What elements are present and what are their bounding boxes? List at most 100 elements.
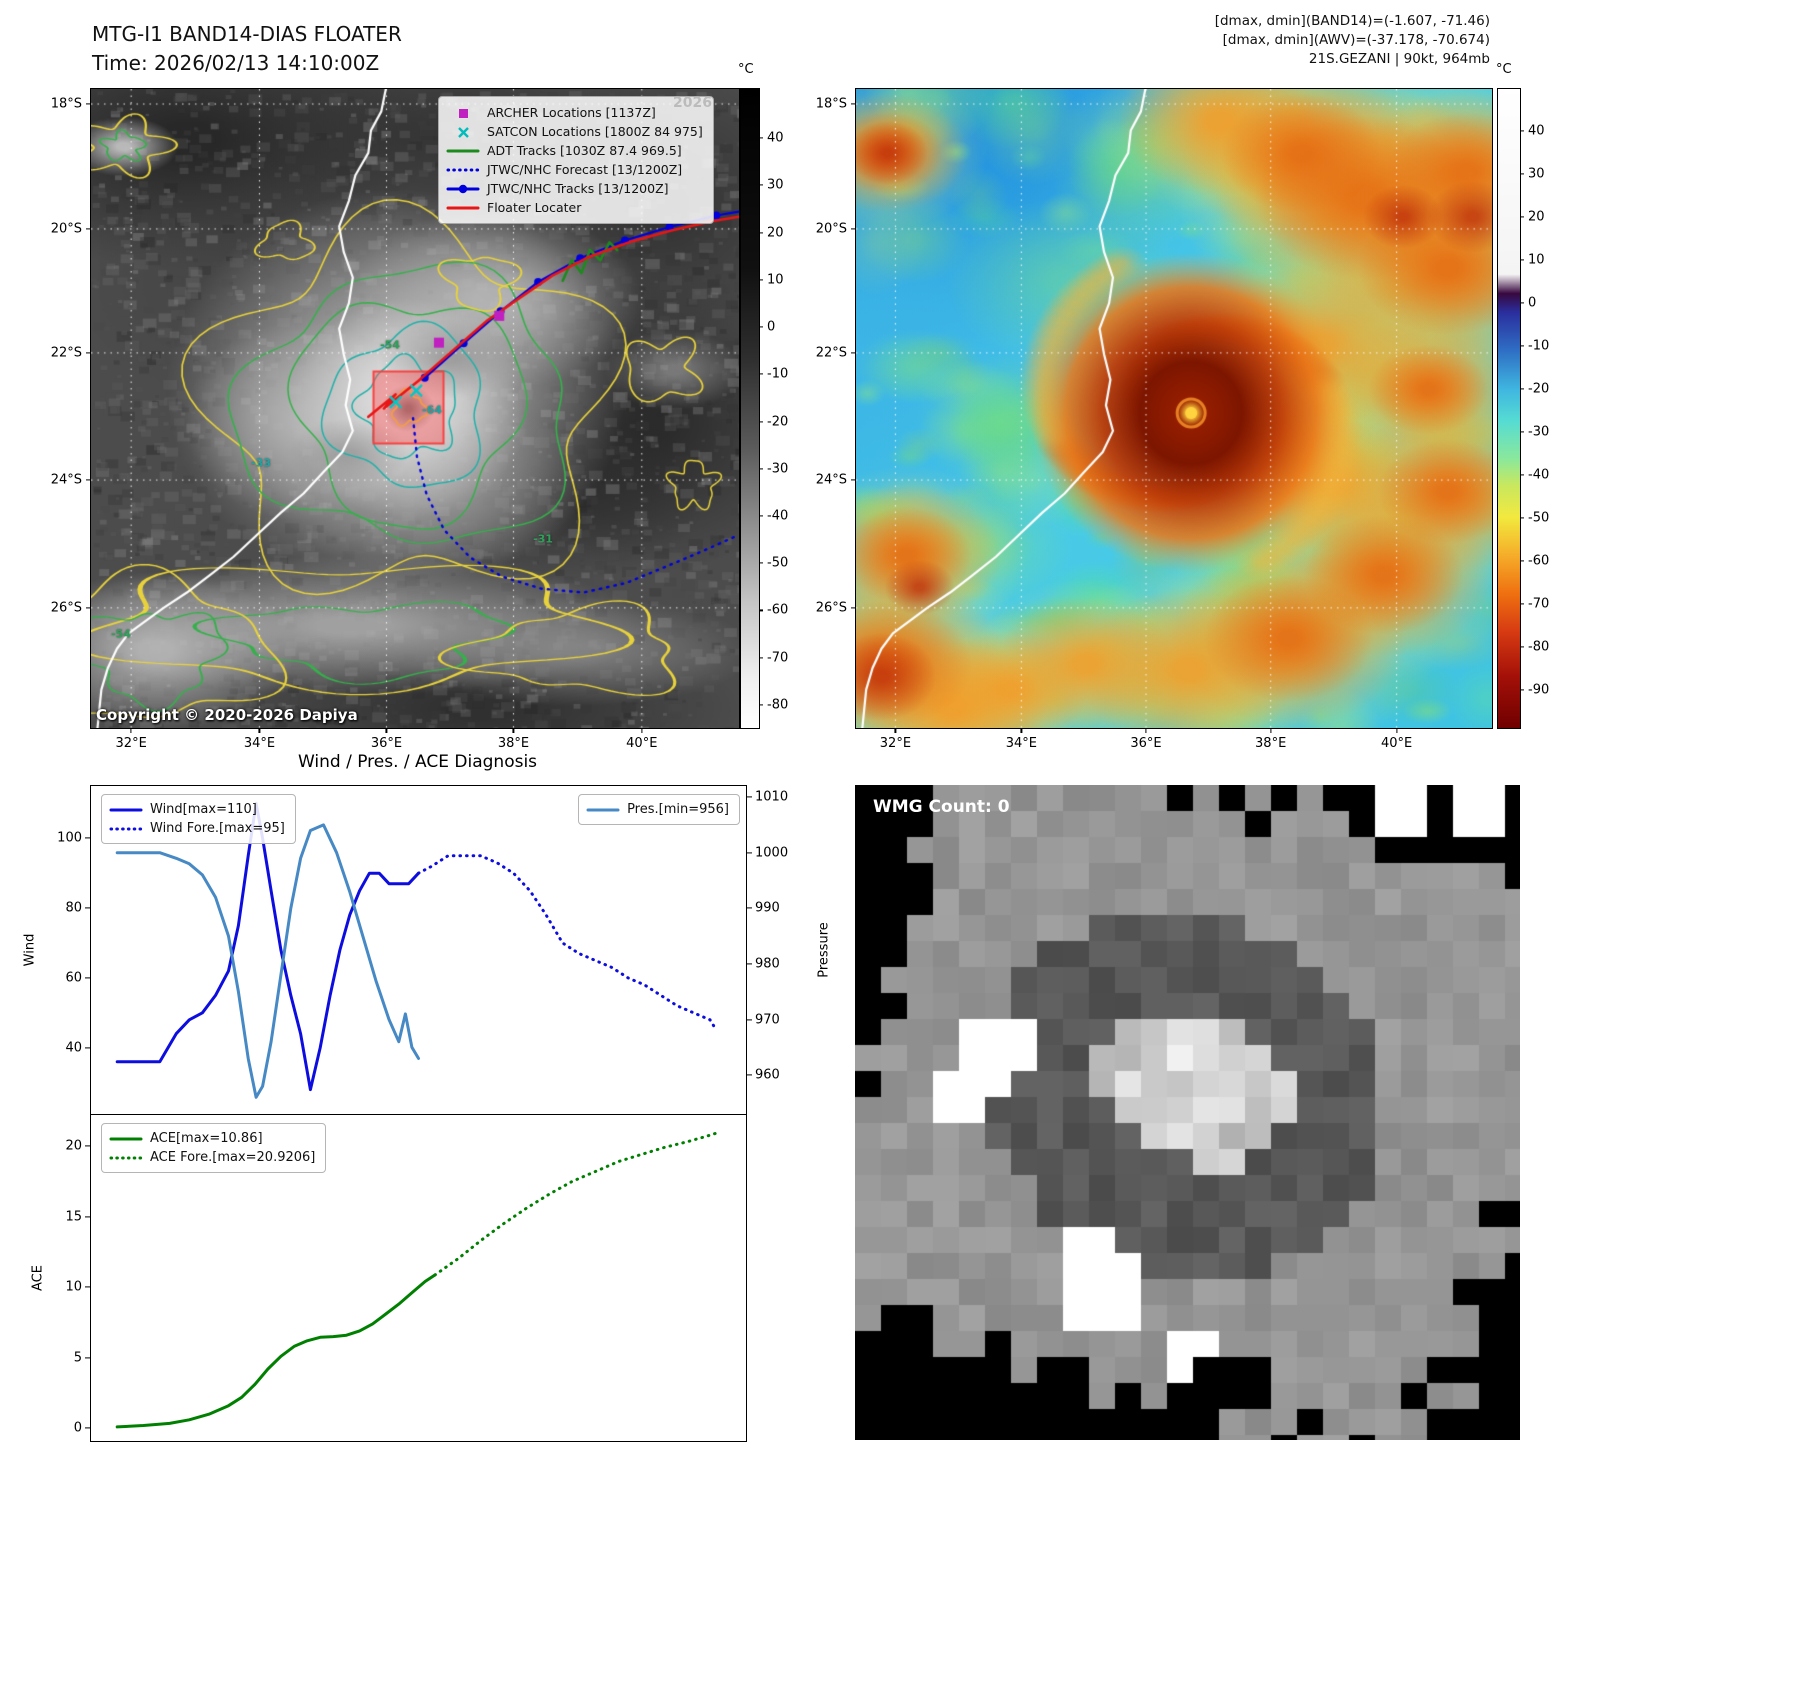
series-line	[433, 1131, 718, 1277]
right-tick-label: 970	[755, 1012, 780, 1027]
colorbar-tick-mark	[1520, 431, 1524, 433]
square-swatch	[459, 108, 468, 118]
map-legend-label: JTWC/NHC Tracks [13/1200Z]	[487, 181, 669, 196]
x-swatch	[458, 126, 469, 138]
legend-label: Wind Fore.[max=95]	[150, 821, 285, 836]
legend-label: Wind[max=110]	[150, 802, 257, 817]
wmg-count-label: WMG Count: 0	[873, 797, 1010, 817]
tick-mark	[85, 837, 91, 839]
colorbar-tick-label: -50	[1528, 510, 1550, 526]
colorbar-tick-mark	[759, 515, 763, 517]
colorbar-tick-label: -40	[1528, 467, 1550, 483]
colorbar-tick-mark	[1520, 216, 1524, 218]
legend-entry: ACE Fore.[max=20.9206]	[109, 1148, 315, 1167]
line-swatch	[446, 206, 480, 209]
lat-tick-label: 24°S	[815, 472, 847, 488]
lon-tick-label: 36°E	[1130, 736, 1162, 751]
colorbar-tick-mark	[759, 184, 763, 186]
colorbar-tick-label: -40	[767, 508, 789, 524]
colorbar-tick-mark	[759, 562, 763, 564]
watermark: 2026	[673, 95, 712, 111]
colorbar-tick-label: 0	[767, 319, 776, 335]
colorbar-tick-mark	[1520, 130, 1524, 132]
lon-tick-mark	[1270, 728, 1272, 733]
lon-tick-mark	[258, 728, 261, 733]
chart-legend: Wind[max=110] Wind Fore.[max=95]	[101, 794, 296, 844]
dotted-swatch	[446, 168, 480, 171]
colorbar-tick-label: -70	[1528, 596, 1550, 612]
lat-tick-label: 26°S	[815, 600, 847, 616]
right-tick-label: 990	[755, 900, 780, 916]
legend-entry: Pres.[min=956]	[586, 800, 729, 819]
right-tick-label: 960	[755, 1067, 780, 1083]
tick-mark	[85, 1216, 91, 1218]
tick-mark	[85, 1286, 91, 1288]
lat-tick-mark	[851, 352, 856, 354]
contour-label: -54	[380, 338, 400, 352]
map-legend-entry: JTWC/NHC Forecast [13/1200Z]	[446, 160, 703, 179]
colorbar-tick-mark	[759, 468, 763, 470]
lat-tick-mark	[851, 103, 856, 105]
colorbar-tick-label: 40	[767, 130, 784, 146]
ir-grayscale-colorbar: 40 30 20 10 0 -10 -20 -30 -40 -50 -60 -70 -80	[740, 88, 788, 729]
colorbar-tick-label: -60	[1528, 553, 1550, 569]
map-legend-entry: ARCHER Locations [1137Z]	[446, 103, 703, 122]
lat-tick-mark	[86, 607, 91, 609]
wind_pres-plot	[115, 801, 718, 1099]
contour-label: -64	[422, 403, 442, 417]
lat-tick-label: 20°S	[50, 221, 82, 237]
tick-mark	[85, 1145, 91, 1147]
lon-tick-mark	[1020, 728, 1022, 733]
lat-tick-label: 18°S	[50, 96, 82, 112]
map-legend-label: JTWC/NHC Forecast [13/1200Z]	[487, 162, 683, 177]
colorbar-tick-mark	[1520, 388, 1524, 390]
lat-tick-label: 26°S	[50, 600, 82, 616]
tick-mark	[85, 1047, 91, 1049]
colorbar-tick-label: 10	[1528, 252, 1545, 268]
right-tick-label: 1000	[755, 845, 789, 861]
tick-mark	[85, 907, 91, 909]
series-line	[417, 854, 718, 1032]
series-line	[115, 1273, 437, 1429]
tick-mark	[746, 796, 752, 798]
lat-tick-mark	[86, 479, 91, 481]
map-legend-label: SATCON Locations [1800Z 84 975]	[487, 124, 703, 139]
tick-mark	[746, 907, 752, 909]
dmax-band14-line: [dmax, dmin](BAND14)=(-1.607, -71.46)	[1214, 13, 1490, 29]
ace-axis-label: ACE	[30, 1265, 46, 1291]
colorbar-tick-label: -20	[1528, 381, 1550, 397]
colorbar-tick-label: -30	[1528, 424, 1550, 440]
map-legend-entry: Floater Locater	[446, 198, 703, 217]
tick-mark	[85, 977, 91, 979]
colorbar-tick-mark	[1520, 689, 1524, 691]
colorbar-tick-mark	[1520, 259, 1524, 261]
lon-tick-mark	[894, 728, 897, 733]
dotted-swatch	[109, 827, 143, 830]
ir-rainbow-colorbar: 40 30 20 10 0 -10 -20 -30 -40 -50 -60 -70 -80 -90	[1497, 88, 1549, 729]
colorbar-tick-mark	[1520, 345, 1524, 347]
line-swatch	[109, 808, 143, 811]
left-tick-label: 60	[65, 970, 82, 986]
colorbar-tick-label: -10	[767, 366, 789, 382]
band14-ir-map: 2026 ARCHER Locations [1137Z] SATCON Loca…	[51, 88, 740, 751]
storm-id-intensity: 21S.GEZANI | 90kt, 964mb	[1308, 51, 1490, 67]
left-tick-label: 80	[65, 900, 82, 916]
colorbar-tick-mark	[1520, 603, 1524, 605]
panel-title-block: MTG-I1 BAND14-DIAS FLOATER Time: 2026/02…	[92, 20, 402, 78]
lat-tick-mark	[86, 228, 91, 230]
colorbar-tick-label: 0	[1528, 295, 1537, 311]
colorbar-tick-label: -20	[767, 414, 789, 429]
ace-plot	[115, 1131, 718, 1429]
colorbar-tick-mark	[759, 704, 763, 706]
lon-tick-label: 34°E	[1005, 736, 1037, 751]
colorbar-tick-label: -30	[767, 461, 789, 477]
colorbar-tick-mark	[1520, 474, 1524, 476]
lat-tick-mark	[851, 479, 856, 481]
wind-axis-label: Wind	[22, 933, 38, 967]
tick-mark	[746, 963, 752, 965]
map-legend-label: ARCHER Locations [1137Z]	[487, 105, 656, 120]
colorbar-tick-mark	[1520, 560, 1524, 562]
colorbar-tick-mark	[1520, 646, 1524, 648]
ace-chart: 0 5 10 15 20 ACE[max=10.86] ACE Fore.[max=20.9…	[65, 1114, 747, 1442]
right-tick-label: 980	[755, 956, 780, 972]
